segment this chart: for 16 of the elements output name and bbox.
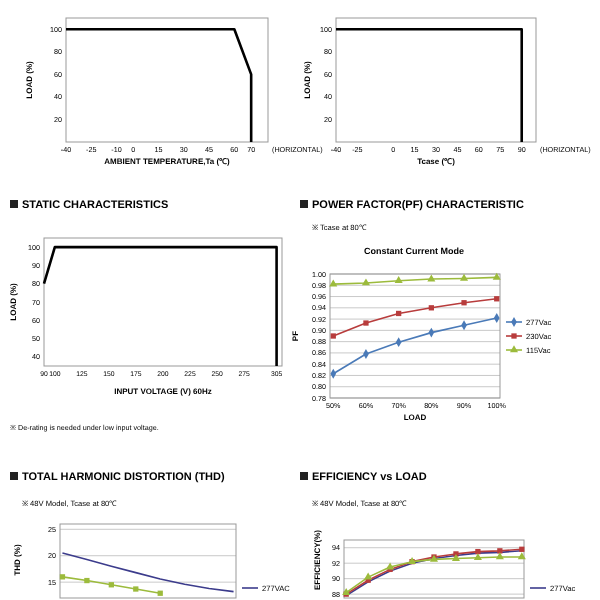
point — [59, 574, 66, 580]
line-series — [330, 313, 500, 379]
point — [461, 300, 467, 306]
line-series — [330, 296, 500, 339]
line-series — [59, 574, 163, 596]
point — [84, 577, 90, 584]
point — [330, 333, 336, 339]
point — [475, 548, 481, 555]
point — [460, 273, 469, 281]
point — [492, 272, 501, 280]
point — [493, 313, 500, 323]
line-series — [61, 552, 235, 593]
point — [394, 276, 403, 284]
point — [133, 586, 139, 592]
point — [363, 320, 369, 326]
point — [473, 553, 482, 561]
